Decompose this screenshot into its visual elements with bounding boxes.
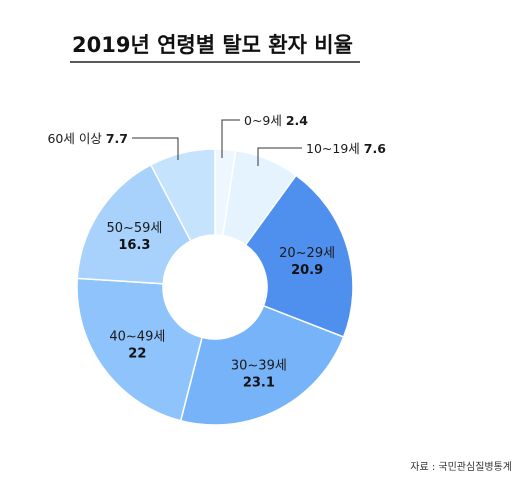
- callout-value: 7.6: [364, 141, 386, 156]
- donut-slice: [76, 163, 192, 285]
- slice-value-label: 23.1: [243, 375, 275, 390]
- slice-value-label: 16.3: [118, 238, 150, 253]
- callout-label: 60세 이상 7.7: [47, 131, 128, 146]
- slice-value-label: 22: [128, 346, 146, 361]
- slices-group: [76, 148, 354, 426]
- chart-title: 2019년 연령별 탈모 환자 비율: [72, 33, 353, 57]
- callout-category: 60세 이상: [47, 131, 105, 146]
- callout-value: 7.7: [106, 131, 128, 146]
- slice-category-label: 50~59세: [106, 221, 162, 236]
- slice-category-label: 30~39세: [231, 358, 287, 373]
- donut-slice: [244, 174, 354, 338]
- callout-line: [132, 137, 179, 160]
- callout-category: 10~19세: [306, 141, 364, 156]
- callout-value: 2.4: [286, 113, 308, 128]
- donut-slice: [179, 304, 345, 426]
- donut-slice: [76, 277, 203, 422]
- donut-slice: [149, 148, 216, 242]
- callout-line: [221, 119, 240, 158]
- slice-category-label: 20~29세: [279, 246, 335, 261]
- callout-line: [257, 147, 302, 166]
- callout-category: 0~9세: [244, 113, 286, 128]
- slice-value-label: 20.9: [291, 263, 323, 278]
- slice-category-label: 40~49세: [109, 329, 165, 344]
- source-note: 자료 : 국민관심질병통계: [410, 461, 512, 473]
- callout-label: 10~19세 7.6: [306, 141, 386, 156]
- callout-label: 0~9세 2.4: [244, 113, 308, 128]
- labels-group: 20~29세 20.9 30~39세 23.1 40~49세 22 50~59세 16.3 0~…: [47, 113, 386, 390]
